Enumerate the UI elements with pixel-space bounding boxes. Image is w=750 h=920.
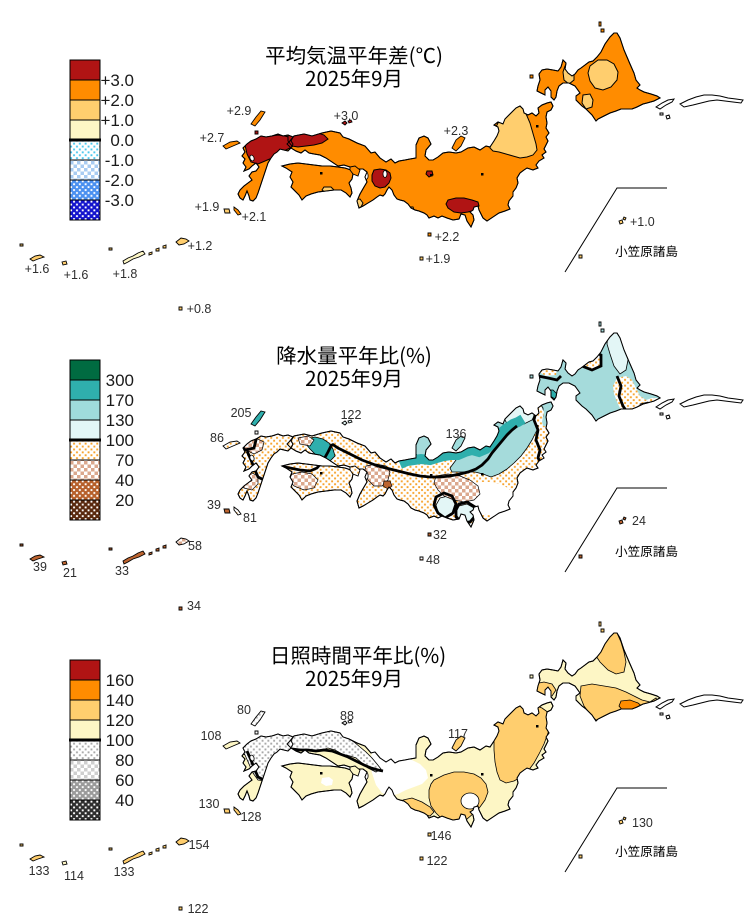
svg-text:+1.9: +1.9 [195, 200, 220, 214]
svg-text:+2.3: +2.3 [444, 124, 469, 138]
svg-text:+3.0: +3.0 [334, 109, 359, 123]
svg-text:80: 80 [237, 703, 251, 717]
svg-text:-1.0: -1.0 [105, 151, 134, 170]
svg-text:-3.0: -3.0 [105, 191, 134, 210]
svg-text:100: 100 [106, 731, 134, 750]
svg-text:+2.0: +2.0 [100, 91, 134, 110]
svg-text:+2.7: +2.7 [200, 131, 225, 145]
svg-text:+3.0: +3.0 [100, 71, 134, 90]
svg-text:+1.0: +1.0 [630, 215, 655, 229]
svg-text:136: 136 [446, 427, 467, 441]
svg-text:130: 130 [106, 411, 134, 430]
svg-text:39: 39 [33, 560, 47, 574]
svg-text:58: 58 [188, 539, 202, 553]
svg-text:160: 160 [106, 671, 134, 690]
svg-text:120: 120 [106, 711, 134, 730]
svg-text:80: 80 [115, 751, 134, 770]
svg-text:122: 122 [427, 854, 448, 868]
svg-text:32: 32 [433, 528, 447, 542]
svg-text:300: 300 [106, 371, 134, 390]
svg-text:+1.8: +1.8 [113, 267, 138, 281]
svg-text:117: 117 [448, 727, 468, 741]
svg-text:86: 86 [210, 431, 224, 445]
svg-text:0.0: 0.0 [110, 131, 134, 150]
svg-text:133: 133 [29, 864, 50, 878]
svg-text:70: 70 [115, 451, 134, 470]
svg-text:34: 34 [187, 599, 201, 613]
svg-text:170: 170 [106, 391, 134, 410]
svg-text:33: 33 [115, 564, 129, 578]
svg-text:39: 39 [207, 498, 221, 512]
svg-text:21: 21 [63, 566, 77, 580]
svg-text:+2.2: +2.2 [435, 230, 460, 244]
svg-text:+1.9: +1.9 [426, 252, 451, 266]
svg-text:205: 205 [231, 406, 252, 420]
svg-text:48: 48 [426, 553, 440, 567]
svg-text:81: 81 [243, 511, 257, 525]
svg-text:+2.9: +2.9 [227, 104, 252, 118]
svg-text:130: 130 [632, 816, 653, 830]
svg-text:122: 122 [188, 902, 209, 916]
svg-text:133: 133 [114, 865, 135, 879]
svg-text:140: 140 [106, 691, 134, 710]
svg-text:+0.8: +0.8 [187, 302, 212, 316]
svg-text:40: 40 [115, 471, 134, 490]
svg-text:122: 122 [341, 408, 362, 422]
svg-text:146: 146 [431, 829, 452, 843]
svg-text:+1.2: +1.2 [188, 239, 213, 253]
svg-text:154: 154 [189, 838, 210, 852]
svg-text:130: 130 [199, 797, 220, 811]
svg-text:+1.6: +1.6 [64, 268, 89, 282]
svg-text:-2.0: -2.0 [105, 171, 134, 190]
svg-text:128: 128 [241, 810, 262, 824]
svg-text:108: 108 [201, 729, 222, 743]
svg-text:+2.1: +2.1 [242, 210, 267, 224]
svg-text:60: 60 [115, 771, 134, 790]
svg-text:+1.6: +1.6 [25, 262, 50, 276]
svg-text:24: 24 [632, 514, 646, 528]
svg-text:114: 114 [64, 869, 84, 883]
svg-text:100: 100 [106, 431, 134, 450]
svg-text:20: 20 [115, 491, 134, 510]
svg-text:+1.0: +1.0 [100, 111, 134, 130]
svg-text:88: 88 [340, 709, 354, 723]
svg-text:40: 40 [115, 791, 134, 810]
